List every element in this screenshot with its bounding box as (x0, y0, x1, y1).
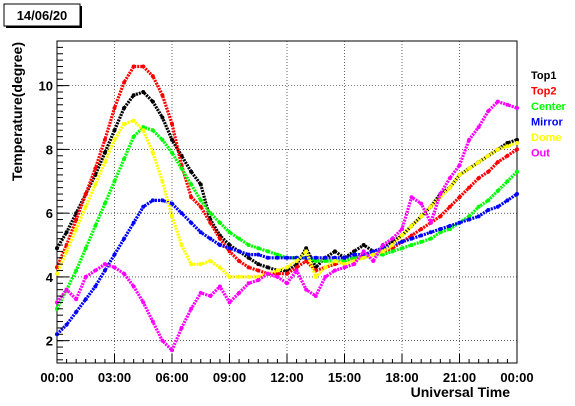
y-tick-label: 4 (46, 270, 54, 285)
title-shadow-bottom (6, 26, 82, 28)
x-tick-label: 03:00 (98, 370, 131, 385)
series-trail (55, 100, 518, 352)
legend: Top1 Top2 Center Mirror Dome Out (531, 70, 567, 160)
y-tick-label: 2 (46, 334, 53, 349)
x-tick-label: 21:00 (443, 370, 476, 385)
legend-entry-dome: Dome (531, 132, 562, 144)
x-tick-label: 09:00 (213, 370, 246, 385)
y-axis-label: Temperature(degree) (9, 42, 25, 181)
legend-entry-out: Out (531, 148, 550, 160)
series-layer (55, 64, 519, 353)
y-tick-label: 8 (46, 142, 53, 157)
y-tick-label: 6 (46, 206, 53, 221)
title-shadow-right (80, 6, 82, 28)
legend-entry-mirror: Mirror (531, 117, 564, 129)
title-box: 14/06/20 (3, 3, 82, 28)
chart-title: 14/06/20 (17, 8, 68, 23)
x-tick-label: 12:00 (270, 370, 303, 385)
legend-entry-top2: Top2 (531, 86, 556, 98)
x-tick-label: 00:00 (500, 370, 533, 385)
x-tick-label: 15:00 (328, 370, 361, 385)
x-tick-label: 18:00 (385, 370, 418, 385)
series-out (55, 99, 519, 353)
x-axis-label: Universal Time (411, 384, 511, 400)
series-trail (55, 192, 518, 336)
legend-entry-center: Center (531, 101, 567, 113)
series-trail (55, 119, 518, 279)
legend-entry-top1: Top1 (531, 70, 556, 82)
x-tick-label: 06:00 (155, 370, 188, 385)
x-tick-label: 00:00 (40, 370, 73, 385)
series-mirror (55, 192, 519, 337)
series-dome (55, 118, 519, 279)
y-tick-label: 10 (39, 79, 53, 94)
axis-layer: 00:00 03:00 06:00 09:00 12:00 15:00 18:00 21:00… (39, 40, 534, 385)
